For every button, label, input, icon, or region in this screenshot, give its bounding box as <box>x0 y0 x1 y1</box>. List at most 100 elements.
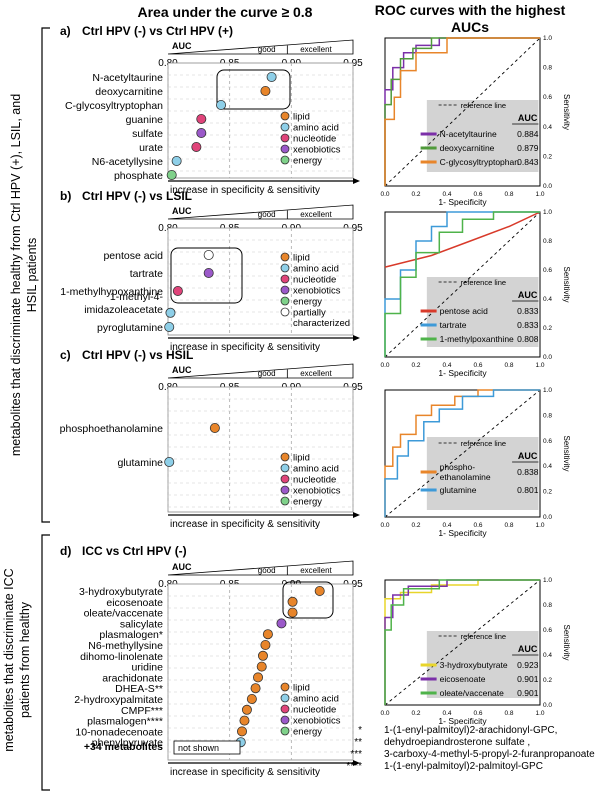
point-label: 1-methylhypoxanthine <box>60 286 163 298</box>
y-tick: 0.2 <box>543 677 552 684</box>
y-tick: 1.0 <box>543 577 552 584</box>
legend-label: nucleotide <box>293 475 336 486</box>
data-point <box>172 285 183 296</box>
auc-label: AUC <box>172 562 192 572</box>
y-tick: 0.8 <box>543 65 552 72</box>
roc-frame <box>384 389 541 518</box>
good-label: good <box>258 210 276 219</box>
legend-series-label: C-glycosyltryptophan <box>440 157 520 167</box>
y-tick: 0.4 <box>543 652 552 659</box>
legend-series-label: eicosenoate <box>440 674 486 684</box>
point-label: plasmalogen* <box>99 629 163 641</box>
legend-series-label: oleate/vaccenate <box>440 688 505 698</box>
legend-series-label: glutamine <box>440 485 477 495</box>
y-tick: 0.4 <box>543 463 552 470</box>
footnote-mark-4: **** <box>346 761 362 772</box>
y-tick: 1.0 <box>543 387 552 394</box>
legend-series-auc: 0.808 <box>517 334 539 344</box>
x-axis-label: 1- Specificity <box>438 197 487 207</box>
panel-letter: d) <box>60 544 71 558</box>
data-point <box>260 86 271 97</box>
data-point <box>253 672 264 683</box>
x-tick: 0.8 <box>504 710 513 717</box>
legend-swatch <box>280 693 290 703</box>
roc-curve <box>384 37 540 186</box>
legend-series-auc: 0.901 <box>517 688 539 698</box>
data-point <box>203 267 214 278</box>
x-tick: 0.0 <box>380 522 389 529</box>
auc-wedge <box>167 363 354 379</box>
data-point <box>287 607 298 618</box>
data-point <box>191 141 202 152</box>
data-point <box>196 114 207 125</box>
legend-series-auc: 0.801 <box>517 485 539 495</box>
roc-curve <box>384 211 540 357</box>
point-label: oleate/vaccenate <box>84 608 164 620</box>
legend-swatch <box>280 704 290 714</box>
right-header-line2: AUCs <box>451 19 489 35</box>
y-axis-label: Sensitivity <box>562 435 571 471</box>
legend-series-label: 3-hydroxybutyrate <box>440 660 508 670</box>
legend-series-auc: 0.838 <box>517 467 539 477</box>
auc-label: AUC <box>172 41 192 51</box>
data-point <box>250 683 261 694</box>
top-bracket <box>41 27 50 523</box>
x-axis-label: 1- Specificity <box>438 716 487 726</box>
plot-area <box>167 227 354 336</box>
y-tick: 0.6 <box>543 267 552 274</box>
legend-auc-header: AUC <box>518 290 538 300</box>
legend-label: lipid <box>293 112 310 123</box>
panel-title: Ctrl HPV (-) vs Ctrl HPV (+) <box>82 24 233 38</box>
left-header: Area under the curve ≥ 0.8 <box>138 4 313 20</box>
y-axis-label: Sensitivity <box>562 94 571 130</box>
legend-series-label: 1-methylpoxanthine <box>440 334 514 344</box>
plot-area <box>167 583 354 761</box>
x-tick: 1.0 <box>535 362 544 369</box>
data-point <box>203 249 214 260</box>
legend-swatch <box>280 274 290 284</box>
bottom-axis-label: increase in specificity & sensitivity <box>170 767 320 778</box>
x-tick: 0.0 <box>380 191 389 198</box>
data-point <box>236 726 247 737</box>
roc-curve <box>384 37 540 186</box>
data-point <box>260 640 271 651</box>
bottom-bracket <box>41 534 50 791</box>
legend-series-label: ethanolamine <box>440 472 491 482</box>
bottom-axis-label: increase in specificity & sensitivity <box>170 519 320 530</box>
side-label-bottom-line1: metabolites that discriminate ICC <box>2 568 16 751</box>
legend-shade <box>426 437 539 510</box>
point-label: tartrate <box>130 268 163 280</box>
legend-label: nucleotide <box>293 134 336 145</box>
x-tick: 0.6 <box>473 191 482 198</box>
auc-wedge <box>167 560 354 576</box>
legend-ref-label: reference line <box>461 101 506 110</box>
legend-label: partially <box>293 308 326 319</box>
plot-area <box>167 386 354 513</box>
legend-ref-label: reference line <box>461 439 506 448</box>
footnote-mark-1: * <box>358 725 362 736</box>
legend-label: amino acid <box>293 694 339 705</box>
dot-panel-4: d)ICC vs Ctrl HPV (-)AUCgoodexcellent0.8… <box>60 544 363 778</box>
legend-label: characterized <box>293 318 350 329</box>
y-tick: 0.0 <box>543 183 552 190</box>
legend-label: lipid <box>293 683 310 694</box>
side-label-top-line1: metabolites that discriminate healthy fr… <box>9 94 23 456</box>
legend-shade <box>426 277 539 347</box>
bottom-axis-label: increase in specificity & sensitivity <box>170 342 320 353</box>
footnote-mark-3: *** <box>350 749 362 760</box>
legend-swatch <box>280 485 290 495</box>
arrow-head <box>353 760 360 766</box>
legend-label: energy <box>293 727 322 738</box>
dot-panel-2: b)Ctrl HPV (-) vs LSILAUCgoodexcellent0.… <box>60 189 363 353</box>
excellent-label: excellent <box>300 210 332 219</box>
legend-ref-label: reference line <box>461 278 506 287</box>
y-tick: 0.6 <box>543 627 552 634</box>
legend-label: nucleotide <box>293 275 336 286</box>
roc-curve <box>384 389 540 517</box>
legend-label: xenobiotics <box>293 716 341 727</box>
point-label: phenylpyruvate <box>92 737 163 749</box>
legend-label: nucleotide <box>293 705 336 716</box>
roc-panel-1: 0.0 0.0 0.2 0.2 0.4 0.4 0.6 0.6 0.8 0.8 1.0 1.0 1- S… <box>380 35 571 207</box>
roc-panel-4: 0.0 0.0 0.2 0.2 0.4 0.4 0.6 0.6 0.8 0.8 1.0 1.0 1- S… <box>380 577 571 726</box>
